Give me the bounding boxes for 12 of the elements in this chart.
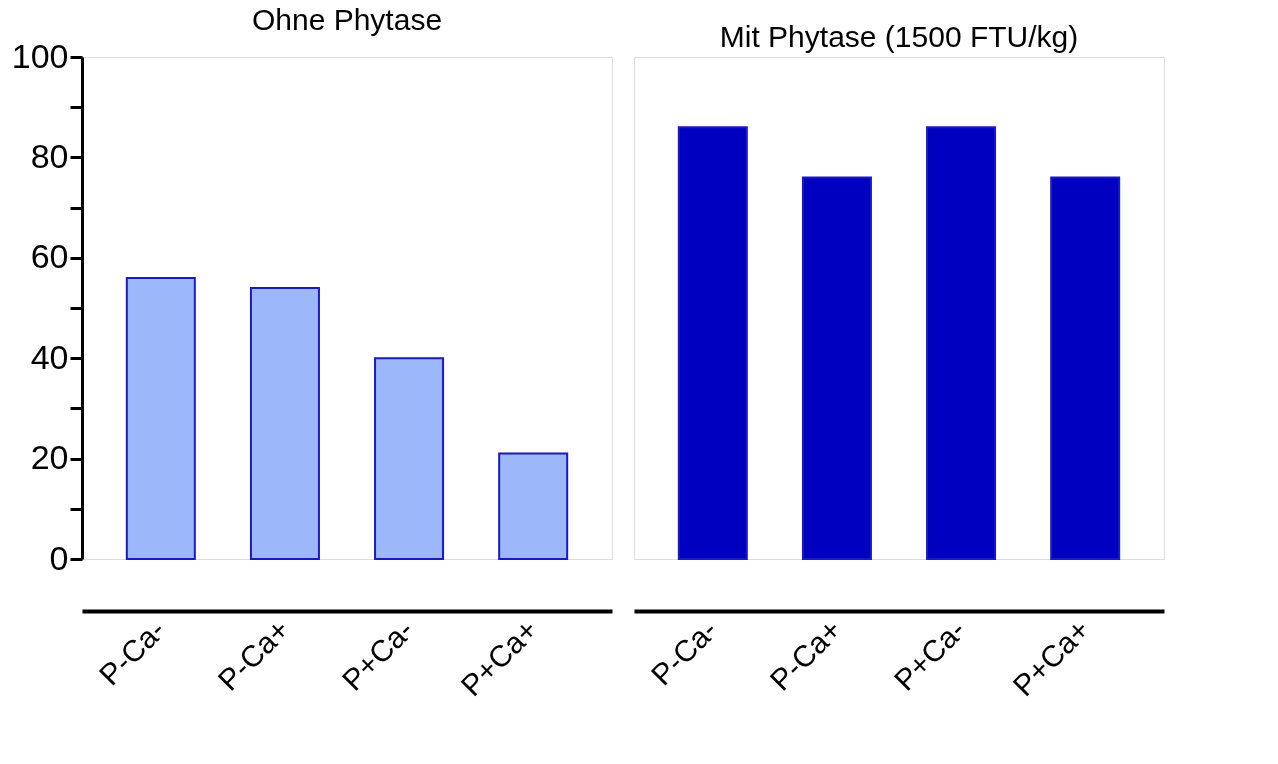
y-tick-label: 60 (30, 237, 69, 276)
chart-title: Ohne Phytase (251, 3, 443, 36)
chart-title: Mit Phytase (1500 FTU/kg) (719, 20, 1079, 53)
y-tick-label: 20 (30, 438, 69, 477)
y-tick-label: 0 (49, 538, 69, 577)
bar (125, 276, 196, 560)
bar (249, 286, 320, 560)
y-tick-label: 100 (11, 36, 69, 75)
bar (374, 357, 445, 560)
y-tick-label: 80 (30, 136, 69, 175)
y-tick-label: 40 (30, 337, 69, 376)
bar (498, 452, 569, 560)
